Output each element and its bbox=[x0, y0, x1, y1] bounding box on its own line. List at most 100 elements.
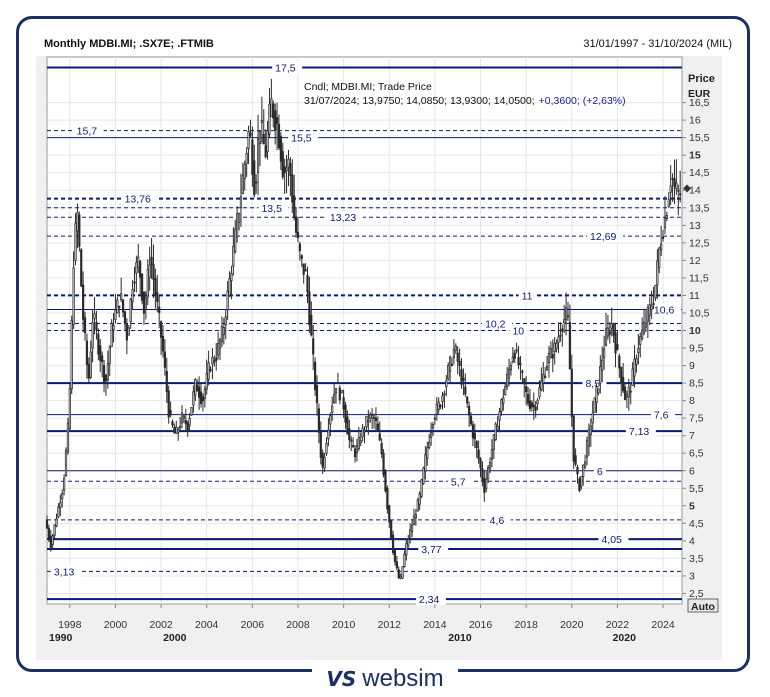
candle-body bbox=[616, 344, 619, 350]
candle-body bbox=[608, 331, 611, 335]
candle-body bbox=[317, 408, 321, 433]
candle-body bbox=[148, 264, 151, 278]
candle-body bbox=[228, 278, 231, 296]
candle-body bbox=[51, 535, 54, 545]
candle-body bbox=[475, 441, 478, 448]
candle-body bbox=[644, 322, 648, 328]
candle-body bbox=[395, 561, 398, 569]
candle-body bbox=[217, 343, 220, 356]
candle-body bbox=[222, 327, 225, 335]
candle-body bbox=[631, 368, 634, 386]
candle-body bbox=[610, 323, 613, 329]
candle-body bbox=[199, 391, 203, 404]
candle-body bbox=[665, 215, 668, 219]
candle-body bbox=[498, 411, 501, 421]
candle-body bbox=[116, 299, 119, 314]
candle-body bbox=[591, 412, 594, 424]
candle-body bbox=[234, 228, 237, 253]
candle-body bbox=[78, 214, 81, 247]
y-tick-label: 12 bbox=[689, 255, 701, 267]
x-major-label: 2020 bbox=[613, 632, 637, 644]
candle-body bbox=[294, 216, 298, 233]
candle-body bbox=[106, 363, 109, 381]
candle-body bbox=[209, 369, 212, 371]
candle-body bbox=[671, 177, 674, 180]
candle-body bbox=[597, 388, 600, 394]
level-label: 2,34 bbox=[419, 594, 440, 606]
candle-body bbox=[443, 393, 446, 396]
candle-body bbox=[152, 264, 155, 280]
candle-body bbox=[403, 553, 406, 567]
candle-body bbox=[393, 549, 397, 563]
date-range: 31/01/1997 - 31/10/2024 (MIL) bbox=[583, 38, 732, 50]
candle-body bbox=[173, 427, 176, 434]
candle-body bbox=[245, 152, 248, 164]
level-label: 15,7 bbox=[77, 126, 98, 138]
level-label: 5,7 bbox=[451, 476, 466, 488]
candle-body bbox=[530, 402, 533, 408]
candle-body bbox=[93, 313, 96, 320]
x-axis: 1998 2000 2002 2004 2006 2008 2010 2012 2014 2016… bbox=[49, 604, 675, 644]
level-label-bg bbox=[509, 324, 528, 337]
price-axis-label: Price bbox=[688, 73, 715, 85]
candle-body bbox=[331, 405, 334, 413]
candle-body bbox=[468, 406, 471, 416]
candle-body bbox=[437, 401, 440, 411]
candle-body bbox=[340, 390, 343, 394]
candle-body bbox=[213, 360, 216, 363]
auto-scale-button-box[interactable] bbox=[687, 598, 719, 613]
logo-bar: VS websim bbox=[0, 664, 770, 694]
candle-body bbox=[275, 117, 279, 124]
candle-body bbox=[629, 390, 632, 393]
auto-scale-button[interactable]: Auto bbox=[691, 601, 715, 613]
x-tick-label: 2012 bbox=[378, 619, 402, 631]
candle-body bbox=[346, 416, 349, 435]
candle-body bbox=[660, 243, 663, 251]
candles bbox=[45, 78, 691, 580]
candle-body bbox=[277, 124, 281, 149]
level-label-bg bbox=[598, 533, 629, 546]
candle-body bbox=[270, 98, 273, 118]
candle-body bbox=[355, 445, 359, 453]
y-tick-label: 14,5 bbox=[689, 167, 710, 179]
candle-body bbox=[606, 327, 610, 337]
candle-body bbox=[142, 291, 146, 314]
candle-body bbox=[239, 196, 243, 209]
candle-body bbox=[333, 393, 336, 403]
y-tick-label: 15,5 bbox=[689, 132, 710, 144]
candle-body bbox=[121, 299, 125, 313]
y-tick-label: 16 bbox=[689, 115, 701, 127]
candle-body bbox=[523, 378, 526, 385]
candle-body bbox=[144, 297, 147, 310]
candle-body bbox=[526, 393, 530, 404]
candle-body bbox=[177, 428, 180, 434]
candle-body bbox=[513, 352, 516, 359]
candle-body bbox=[401, 566, 404, 579]
candle-body bbox=[352, 445, 355, 448]
candle-body bbox=[247, 130, 250, 149]
candle-body bbox=[218, 339, 222, 349]
candle-body bbox=[68, 387, 71, 430]
candle-body bbox=[285, 167, 288, 172]
candle-body bbox=[502, 397, 505, 404]
candle-body bbox=[359, 440, 362, 444]
candle-body bbox=[574, 455, 577, 465]
candle-body bbox=[460, 369, 463, 385]
y-tick-label: 2,5 bbox=[689, 588, 704, 600]
candle-body bbox=[599, 366, 602, 384]
y-tick-label: 16,5 bbox=[689, 97, 710, 109]
candle-body bbox=[471, 424, 475, 439]
candle-body bbox=[342, 397, 345, 410]
candle-body bbox=[198, 386, 201, 398]
x-tick-label: 2018 bbox=[514, 619, 538, 631]
candle-body bbox=[296, 231, 300, 239]
candle-body bbox=[669, 185, 672, 193]
candle-body bbox=[146, 269, 149, 298]
candle-body bbox=[289, 163, 292, 177]
candle-body bbox=[249, 132, 252, 136]
candle-body bbox=[414, 513, 417, 519]
level-label-bg bbox=[418, 542, 449, 555]
level-label: 8,5 bbox=[585, 378, 600, 390]
candle-body bbox=[614, 332, 617, 354]
